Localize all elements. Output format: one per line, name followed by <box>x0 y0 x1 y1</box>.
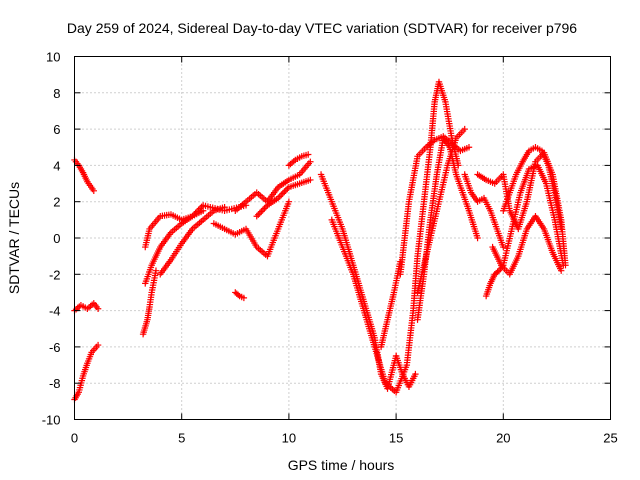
y-tick-label: -8 <box>49 376 61 391</box>
data-point <box>412 370 419 378</box>
series-arc-11 <box>253 176 314 220</box>
y-tick-label: 10 <box>46 50 60 65</box>
data-point <box>240 294 248 302</box>
series-arc-8 <box>232 289 248 302</box>
series-arc-16 <box>392 352 419 391</box>
data-point <box>307 176 314 184</box>
x-tick-label: 15 <box>389 431 403 446</box>
series-arc-4 <box>139 267 160 338</box>
data-point-interp <box>255 211 262 218</box>
data-point <box>500 243 507 251</box>
data-point-interp <box>198 203 205 211</box>
grid <box>74 56 611 420</box>
chart-title: Day 259 of 2024, Sidereal Day-to-day VTE… <box>67 20 577 36</box>
data-point <box>461 125 468 133</box>
y-tick-label: 6 <box>53 122 60 137</box>
series-arc-12 <box>285 151 312 169</box>
series-arc-6 <box>157 203 228 278</box>
data-point-interp <box>259 206 267 214</box>
y-tick-label: 4 <box>53 158 60 173</box>
series-arc-14 <box>328 216 411 396</box>
y-tick-label: -10 <box>42 413 61 428</box>
series-arc-1 <box>71 156 97 195</box>
series-arc-9 <box>232 158 314 214</box>
series-arc-22 <box>482 162 567 300</box>
x-tick-label: 0 <box>71 431 78 446</box>
x-tick-label: 5 <box>178 431 185 446</box>
data-point-interp <box>278 191 285 199</box>
series-arc-23 <box>489 213 565 278</box>
data-point <box>152 267 160 274</box>
data-point-interp <box>234 291 242 299</box>
x-tick-label: 20 <box>496 431 510 446</box>
y-tick-label: -6 <box>49 340 61 355</box>
y-tick-label: -4 <box>49 304 61 319</box>
data-point-interp <box>281 188 288 196</box>
y-tick-label: -2 <box>49 267 61 282</box>
data-point-interp <box>282 187 290 194</box>
data-point-interp <box>258 208 265 215</box>
series-arc-25 <box>500 144 565 233</box>
series-arc-19 <box>414 125 468 296</box>
data-point-interp <box>279 190 286 197</box>
series-arc-5 <box>142 207 207 287</box>
data-point <box>253 213 260 220</box>
x-tick-label: 10 <box>282 431 296 446</box>
series-arc-20 <box>397 133 473 278</box>
data-point <box>307 158 314 165</box>
data-point-interp <box>261 205 268 212</box>
data-point-interp <box>256 209 264 217</box>
data-point <box>304 151 312 158</box>
axis-ticks: 0 5 10 15 20 25 -10 -8 -6 -4 -2 0 2 4 6 8 10 <box>42 50 618 446</box>
y-tick-label: 2 <box>53 195 60 210</box>
series-arc-15 <box>377 258 404 351</box>
y-tick-label: 8 <box>53 86 60 101</box>
data-point <box>474 234 481 242</box>
x-axis-label: GPS time / hours <box>288 457 395 473</box>
data-point <box>465 144 473 151</box>
data-point <box>562 262 569 269</box>
data-point <box>557 225 565 233</box>
data-point <box>94 341 102 349</box>
series-arc-3 <box>71 341 102 403</box>
series-arc-13 <box>317 171 400 392</box>
data-point <box>90 187 97 195</box>
y-tick-label: 0 <box>53 231 60 246</box>
x-tick-label: 25 <box>603 431 617 446</box>
data-point <box>94 305 102 312</box>
data-point <box>557 267 565 274</box>
y-axis-label: SDTVAR / TECUs <box>6 182 22 294</box>
series-arc-21 <box>461 171 507 251</box>
data-point <box>285 198 293 205</box>
data-point-interp <box>494 268 501 276</box>
series-arc-10 <box>210 198 293 260</box>
data-marks <box>71 78 569 403</box>
series-arc-7 <box>142 202 250 251</box>
series-arc-2 <box>71 300 102 314</box>
